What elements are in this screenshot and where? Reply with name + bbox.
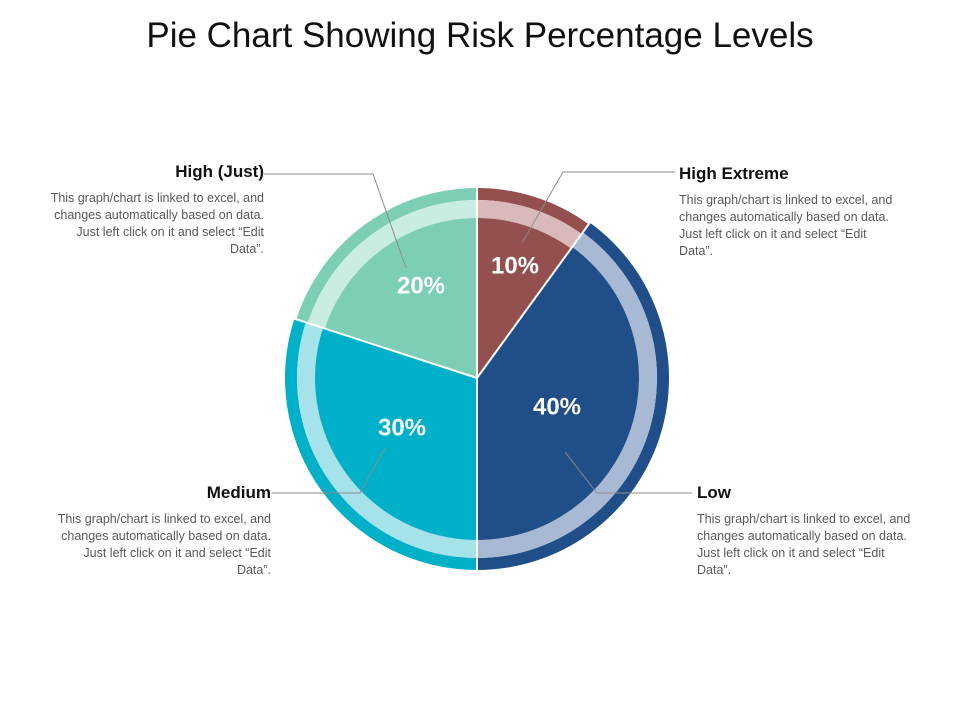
slice-high-extreme bbox=[477, 218, 572, 378]
legend-high-just-title: High (Just) bbox=[175, 162, 264, 181]
slice-low-ring bbox=[477, 232, 658, 558]
percent-label-low: 40% bbox=[533, 393, 581, 420]
leader-line-high-just bbox=[264, 173, 407, 269]
slice-separator-high-just bbox=[286, 315, 478, 379]
leader-line-low bbox=[564, 451, 692, 494]
legend-low-description: This graph/chart is linked to excel, and… bbox=[697, 512, 911, 577]
legend-medium-title: Medium bbox=[206, 483, 271, 502]
legend-high-extreme: High Extreme This graph/chart is linked … bbox=[679, 164, 903, 260]
slice-medium-ring bbox=[296, 322, 477, 558]
percent-label-medium: 30% bbox=[378, 414, 426, 441]
slice-high-just-outer-band bbox=[296, 188, 477, 323]
slice-high-extreme-outer-band bbox=[477, 188, 589, 234]
percent-label-high-just: 20% bbox=[397, 272, 445, 299]
slice-medium bbox=[315, 327, 477, 540]
legend-low-title: Low bbox=[697, 483, 731, 502]
legend-high-just-description: This graph/chart is linked to excel, and… bbox=[50, 191, 264, 256]
percent-label-high-extreme: 10% bbox=[491, 252, 539, 279]
slice-high-extreme-ring bbox=[477, 200, 582, 249]
legend-high-extreme-title: High Extreme bbox=[679, 164, 789, 183]
chart-title: Pie Chart Showing Risk Percentage Levels bbox=[146, 16, 814, 55]
leader-line-high-extreme bbox=[521, 171, 675, 244]
legend-medium: Medium This graph/chart is linked to exc… bbox=[46, 483, 271, 579]
slice-high-just bbox=[324, 218, 477, 378]
legend-low: Low This graph/chart is linked to excel,… bbox=[697, 483, 922, 579]
slice-high-just-ring bbox=[307, 200, 477, 329]
leader-line-medium bbox=[272, 447, 386, 494]
legend-medium-description: This graph/chart is linked to excel, and… bbox=[57, 512, 271, 577]
slice-low bbox=[477, 246, 639, 540]
legend-high-just: High (Just) This graph/chart is linked t… bbox=[40, 162, 264, 258]
slice-separator-low bbox=[476, 215, 596, 379]
legend-high-extreme-description: This graph/chart is linked to excel, and… bbox=[679, 193, 893, 258]
